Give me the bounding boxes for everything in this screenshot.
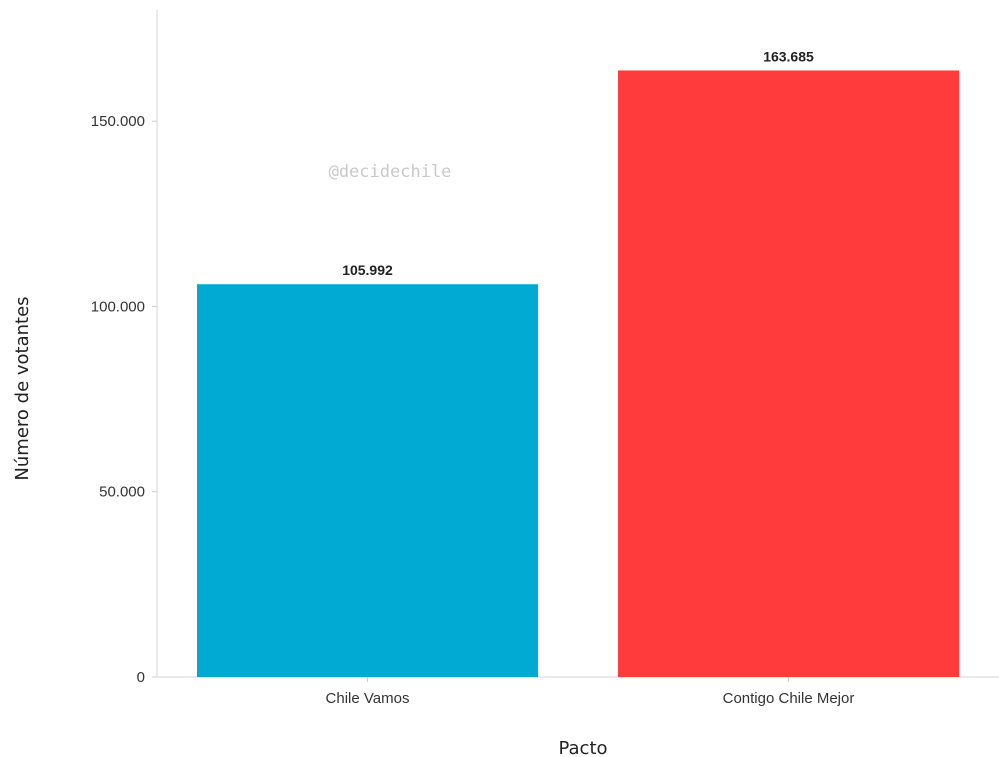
bar: [196, 284, 539, 677]
y-axis-title: Número de votantes: [12, 296, 33, 480]
y-tick-label: 100.000: [91, 298, 145, 315]
x-tick-label: Contigo Chile Mejor: [723, 690, 855, 707]
x-axis-title: Pacto: [558, 738, 607, 757]
y-tick-label: 150.000: [91, 113, 145, 130]
y-tick-label: 50.000: [99, 484, 145, 501]
bar-value-label: 105.992: [342, 262, 393, 278]
y-tick-label: 0: [137, 669, 145, 686]
watermark-text: @decidechile: [329, 162, 452, 182]
x-ticks: Chile Vamos Contigo Chile Mejor: [326, 677, 855, 707]
y-ticks: 0 50.000 100.000 150.000: [91, 113, 157, 686]
bar: [617, 70, 960, 678]
data-labels: 105.992 163.685: [342, 48, 814, 278]
bar-value-label: 163.685: [763, 48, 814, 64]
x-tick-label: Chile Vamos: [326, 690, 410, 707]
bars: [196, 70, 960, 678]
